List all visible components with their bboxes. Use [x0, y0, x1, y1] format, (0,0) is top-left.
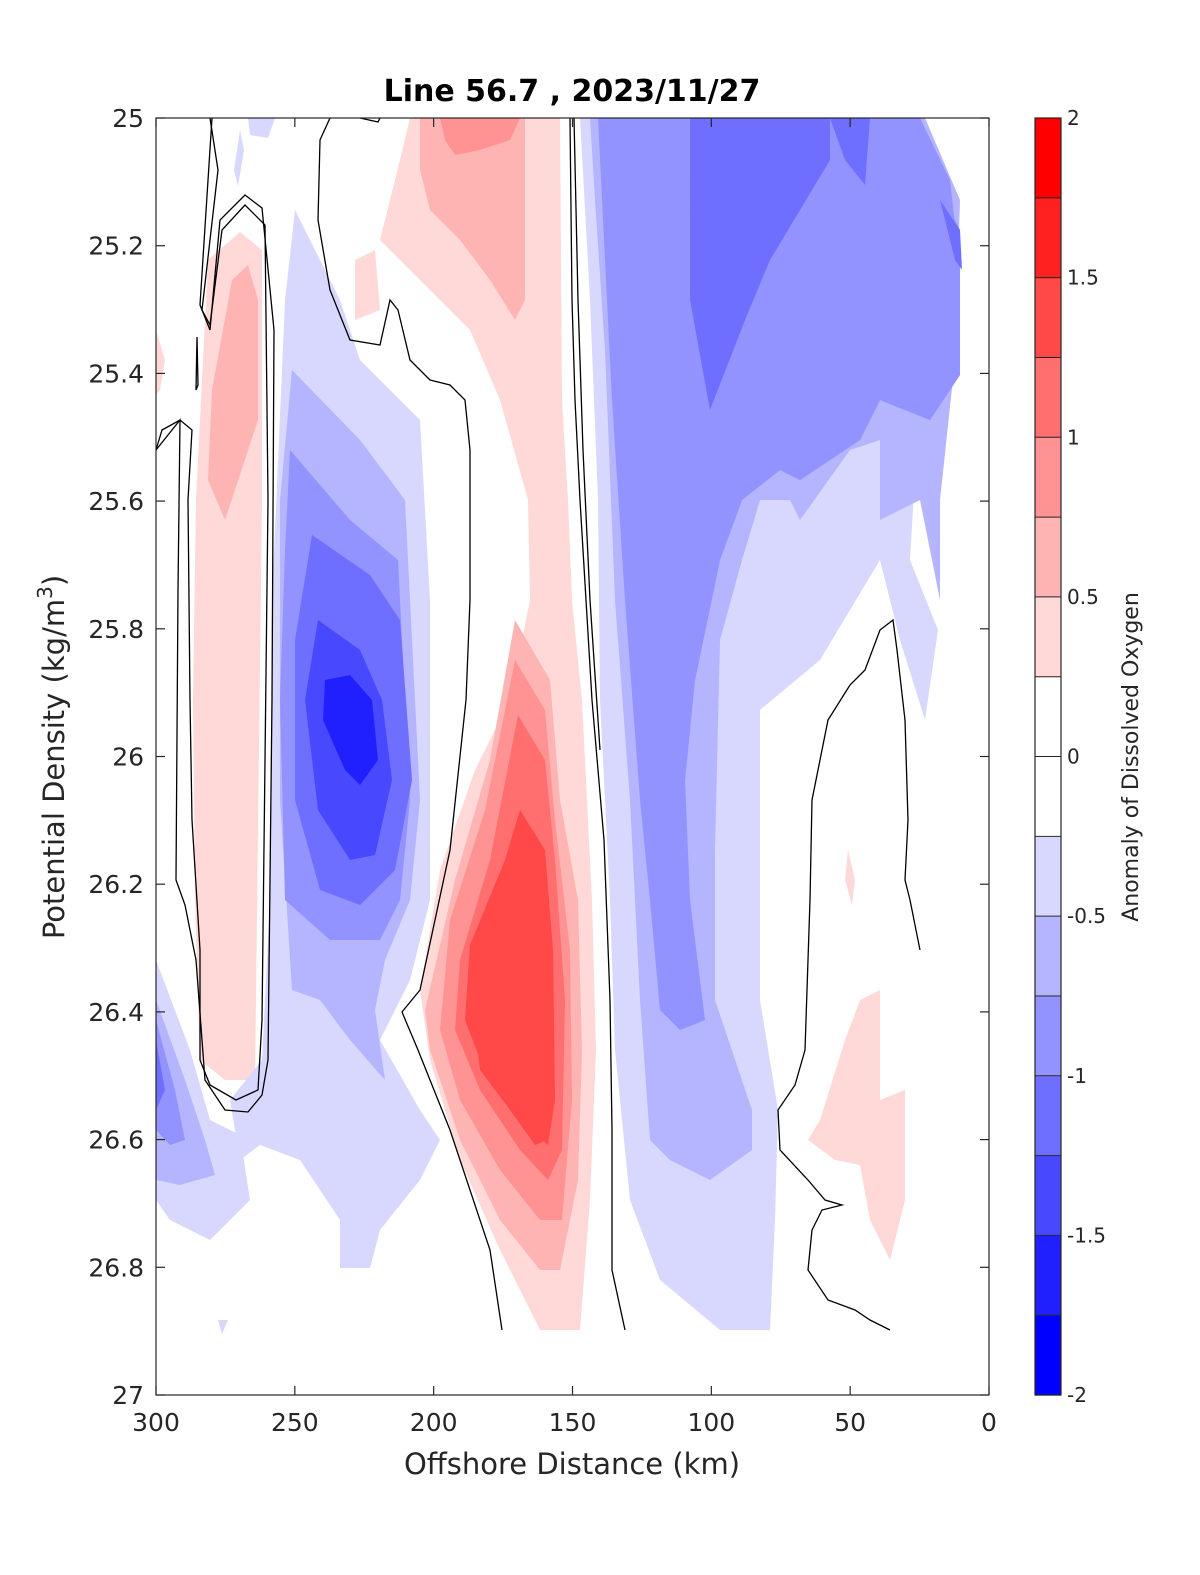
anomaly-region [472, 925, 548, 1145]
colorbar-swatch [1035, 1315, 1061, 1396]
y-tick-label: 27 [112, 1381, 144, 1410]
anomaly-region [690, 118, 830, 410]
colorbar-swatch [1035, 1075, 1061, 1157]
colorbar-swatch [1035, 916, 1061, 997]
x-tick-label: 300 [132, 1408, 180, 1437]
y-axis-label-main: Potential Density (kg/m [37, 599, 71, 939]
colorbar-tick-label: 0.5 [1067, 585, 1099, 609]
contour-line [156, 118, 269, 1101]
x-axis-label: Offshore Distance (km) [404, 1447, 740, 1481]
y-tick-label: 25.4 [88, 359, 144, 388]
contour-line [317, 118, 503, 1331]
colorbar-swatch [1035, 995, 1061, 1077]
anomaly-region [156, 1040, 165, 1110]
colorbar-tick-label: 1.5 [1067, 266, 1099, 290]
anomaly-region [156, 330, 165, 395]
x-tick-label: 50 [834, 1408, 866, 1437]
colorbar [1035, 118, 1061, 1396]
anomaly-region [218, 1320, 228, 1334]
colorbar-frame [1034, 117, 1062, 1396]
anomaly-region [440, 118, 520, 155]
colorbar-swatch [1035, 517, 1061, 598]
x-tick-label: 200 [410, 1408, 458, 1437]
colorbar-tick-label: -1.5 [1067, 1223, 1106, 1247]
y-tick-label: 25.2 [88, 232, 144, 261]
y-axis-label-close: ) [37, 575, 71, 586]
x-tick-label: 250 [271, 1408, 319, 1437]
contour-line [195, 336, 199, 391]
anomaly-region [605, 118, 960, 780]
anomaly-region [208, 265, 258, 520]
colorbar-tick-label: 1 [1067, 425, 1080, 449]
anomaly-region [355, 250, 380, 320]
colorbar-swatch [1035, 1155, 1061, 1236]
y-tick-label: 25 [112, 104, 144, 133]
y-tick-label: 26.2 [88, 870, 144, 899]
y-tick-label: 25.8 [88, 615, 144, 644]
anomaly-region [323, 675, 378, 785]
chart-title: Line 56.7 , 2023/11/27 [384, 74, 761, 109]
y-tick-label: 26 [112, 743, 144, 772]
colorbar-swatch [1035, 836, 1061, 917]
colorbar-tick-label: -2 [1067, 1383, 1087, 1407]
colorbar-swatch [1035, 118, 1061, 199]
colorbar-tick-label: 2 [1067, 106, 1080, 130]
anomaly-region [420, 118, 525, 320]
x-tick-label: 0 [981, 1408, 997, 1437]
colorbar-swatch [1035, 197, 1061, 279]
anomaly-region [234, 130, 244, 186]
contour-line [573, 118, 601, 751]
zero-contours [156, 118, 921, 1331]
colorbar-tick-label: -0.5 [1067, 904, 1106, 928]
anomaly-region [830, 118, 870, 185]
colorbar-swatch [1035, 357, 1061, 438]
colorbar-tick-label: -1 [1067, 1064, 1087, 1088]
y-axis-label: Potential Density (kg/m3) [33, 575, 71, 939]
anomaly-region [248, 118, 275, 138]
colorbar-ticks: -2 -1.5 -1 -0.5 0 0.5 1 1.5 2 [1067, 106, 1106, 1407]
contour-line [359, 118, 381, 123]
colorbar-swatch [1035, 277, 1061, 359]
contour-line [569, 118, 626, 1331]
contour-line [156, 118, 275, 1113]
colorbar-swatch [1035, 756, 1061, 837]
colorbar-label: Anomaly of Dissolved Oxygen [1119, 592, 1144, 922]
anomaly-region [845, 850, 855, 905]
anomaly-region [156, 1020, 185, 1145]
y-axis-ticks: 25 25.2 25.4 25.6 25.8 26 26.2 26.4 26.6 26.8 27 [88, 104, 989, 1410]
x-tick-label: 150 [549, 1408, 597, 1437]
anomaly-region [808, 990, 905, 1260]
contour-line [777, 618, 921, 1331]
y-tick-label: 26.4 [88, 998, 144, 1027]
y-tick-label: 26.6 [88, 1126, 144, 1155]
colorbar-swatch [1035, 596, 1061, 678]
colorbar-tick-label: 0 [1067, 745, 1080, 769]
colorbar-swatch [1035, 437, 1061, 518]
colorbar-swatch [1035, 1235, 1061, 1316]
y-tick-label: 26.8 [88, 1253, 144, 1282]
y-axis-label-superscript: 3 [33, 586, 57, 599]
anomaly-field [156, 118, 962, 1334]
anomaly-region [940, 200, 962, 270]
colorbar-swatch [1035, 676, 1061, 758]
y-tick-label: 25.6 [88, 487, 144, 516]
x-axis-ticks: 300 250 200 150 100 50 0 [132, 118, 997, 1437]
x-tick-label: 100 [687, 1408, 735, 1437]
